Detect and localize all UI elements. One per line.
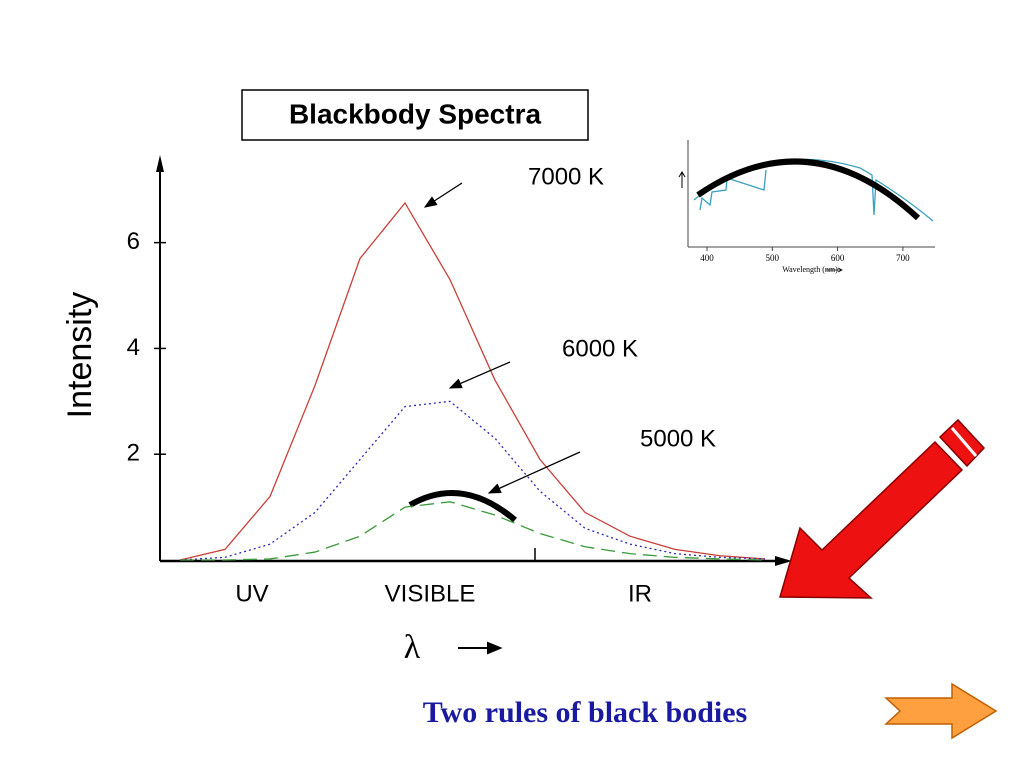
inset-absorption-lines [699,169,767,211]
highlight-arc [408,490,517,523]
series-label: 5000 K [640,425,716,452]
inset-x-tick-label: 700 [896,253,910,263]
red-arrow [779,440,964,599]
series-label-arrow [423,182,463,208]
next-button[interactable] [884,682,998,740]
inset-y-arrow [678,171,686,188]
series-line [179,201,766,561]
x-axis-arrow [775,556,792,566]
inset-fit-curve [696,158,921,221]
inset-x-tick-label: 600 [831,253,845,263]
series-line [179,400,766,561]
inset-x-tick-label: 500 [766,253,780,263]
inset-x-label: Wavelength (nm) [782,265,838,274]
y-axis-label: Intensity [61,292,99,419]
chart-title: Blackbody Spectra [289,98,542,129]
region-label: VISIBLE [385,580,476,607]
series-label-arrow [448,361,511,389]
inset-x-label-arrow [826,267,843,273]
series-label: 6000 K [562,335,638,362]
title-box [241,89,589,141]
footer-title: Two rules of black bodies [423,696,747,729]
inset-x-tick-label: 400 [700,253,714,263]
region-label: IR [628,580,652,607]
region-label: UV [235,580,268,607]
inset-spectrum [693,158,934,222]
red-arrow-stripe-gap [950,427,978,457]
series-label-arrow [487,451,581,494]
y-axis-arrow [156,155,164,172]
y-tick-label: 2 [127,440,140,467]
inset: Wavelength (nm) 400 500 600 700 [678,140,935,274]
series-line [180,501,766,561]
series-label: 7000 K [528,163,604,190]
y-tick-label: 6 [127,228,140,255]
x-axis-label-arrow [458,641,503,655]
y-tick-label: 4 [127,334,140,361]
x-axis-label: λ [404,629,421,666]
